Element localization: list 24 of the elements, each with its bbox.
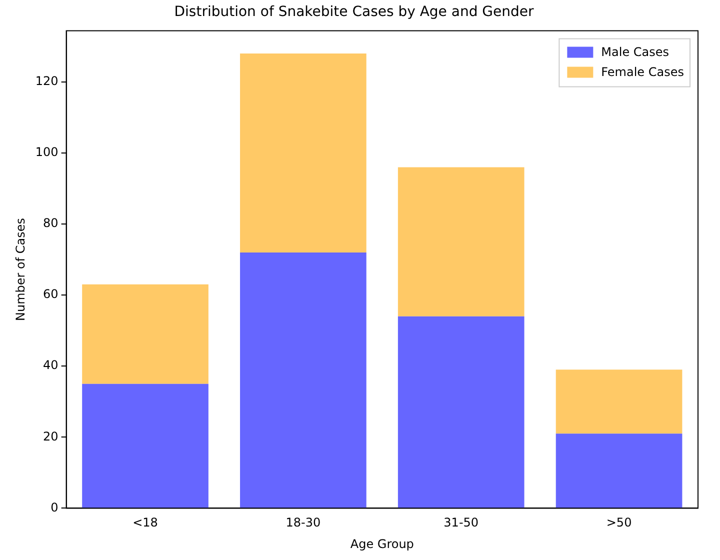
bar [240,252,366,508]
chart-title: Distribution of Snakebite Cases by Age and Gender [174,4,534,20]
y-axis-title: Number of Cases [13,218,28,322]
y-tick-label: 40 [43,358,58,372]
bar [398,167,524,316]
bar [240,54,366,252]
x-tick-label: 31-50 [444,516,479,530]
bar [556,370,682,434]
x-tick-label: 18-30 [286,516,321,530]
y-tick-label: 120 [35,74,58,88]
y-tick-label: 0 [50,500,58,514]
bar [82,384,208,508]
y-tick-label: 20 [43,429,58,444]
legend-label: Male Cases [601,44,670,59]
y-tick-label: 80 [43,216,58,230]
x-axis-title: Age Group [350,536,414,551]
bar [556,434,682,508]
y-tick-label: 60 [43,287,58,302]
x-tick-label: <18 [132,516,158,530]
bar [82,284,208,384]
legend-label: Female Cases [601,64,684,79]
x-tick-label: >50 [606,516,632,530]
y-tick-label: 100 [35,145,58,160]
bar [398,316,524,508]
